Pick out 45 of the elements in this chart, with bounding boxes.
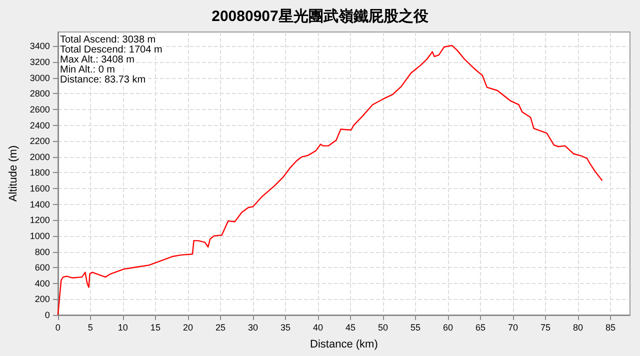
line-series: [57, 44, 603, 316]
chart-title: 20080907星光團武嶺鐵屁股之役: [212, 7, 430, 25]
x-tick-label: 45: [345, 322, 356, 332]
x-axis-title: Distance (km): [310, 338, 378, 350]
x-tick-label: 50: [378, 322, 388, 332]
y-tick-label: 2000: [30, 152, 50, 162]
y-tick-label: 200: [34, 294, 50, 304]
y-tick-label: 800: [34, 246, 50, 257]
y-tick-label: 400: [34, 278, 50, 288]
x-tick-label: 0: [55, 322, 60, 332]
x-tick-label: 65: [475, 322, 486, 332]
y-tick-label: 2200: [30, 136, 50, 146]
y-tick-label: 1400: [30, 199, 50, 210]
y-tick-label: 0: [44, 310, 50, 320]
y-tick-label: 1000: [30, 230, 50, 241]
annotation: Total Descend: 1704 m: [60, 44, 162, 56]
x-tick-label: 35: [280, 322, 290, 332]
annotation: Distance: 83.73 km: [60, 74, 146, 86]
annotation: Total Ascend: 3038 m: [60, 34, 156, 46]
x-tick-label: 30: [248, 322, 258, 332]
y-tick-label: 1800: [30, 168, 50, 178]
y-tick-label: 3000: [30, 72, 50, 83]
x-tick-label: 80: [572, 322, 583, 332]
y-tick-label: 3400: [30, 41, 50, 52]
y-tick-label: 2400: [30, 120, 50, 130]
y-tick-label: 2800: [30, 88, 50, 99]
y-axis-title: Altitude (m): [8, 145, 20, 202]
x-tick-label: 40: [312, 322, 323, 332]
y-tick-label: 1600: [30, 184, 50, 194]
x-tick-label: 5: [88, 322, 93, 332]
y-tick-label: 600: [34, 262, 50, 273]
x-tick-label: 85: [605, 322, 616, 332]
y-tick-label: 1200: [30, 215, 50, 226]
x-tick-label: 25: [215, 322, 226, 332]
x-tick-label: 55: [410, 322, 420, 332]
x-tick-label: 70: [508, 322, 518, 332]
x-tick-label: 15: [150, 322, 160, 332]
x-tick-label: 20: [182, 322, 193, 332]
y-tick-label: 2600: [30, 104, 50, 114]
annotation: Min Alt.: 0 m: [60, 64, 116, 76]
x-tick-label: 75: [540, 322, 550, 332]
annotation: Max Alt.: 3408 m: [60, 54, 134, 66]
x-tick-label: 10: [118, 322, 128, 332]
y-tick-label: 3200: [30, 57, 50, 68]
x-tick-label: 60: [442, 322, 453, 332]
